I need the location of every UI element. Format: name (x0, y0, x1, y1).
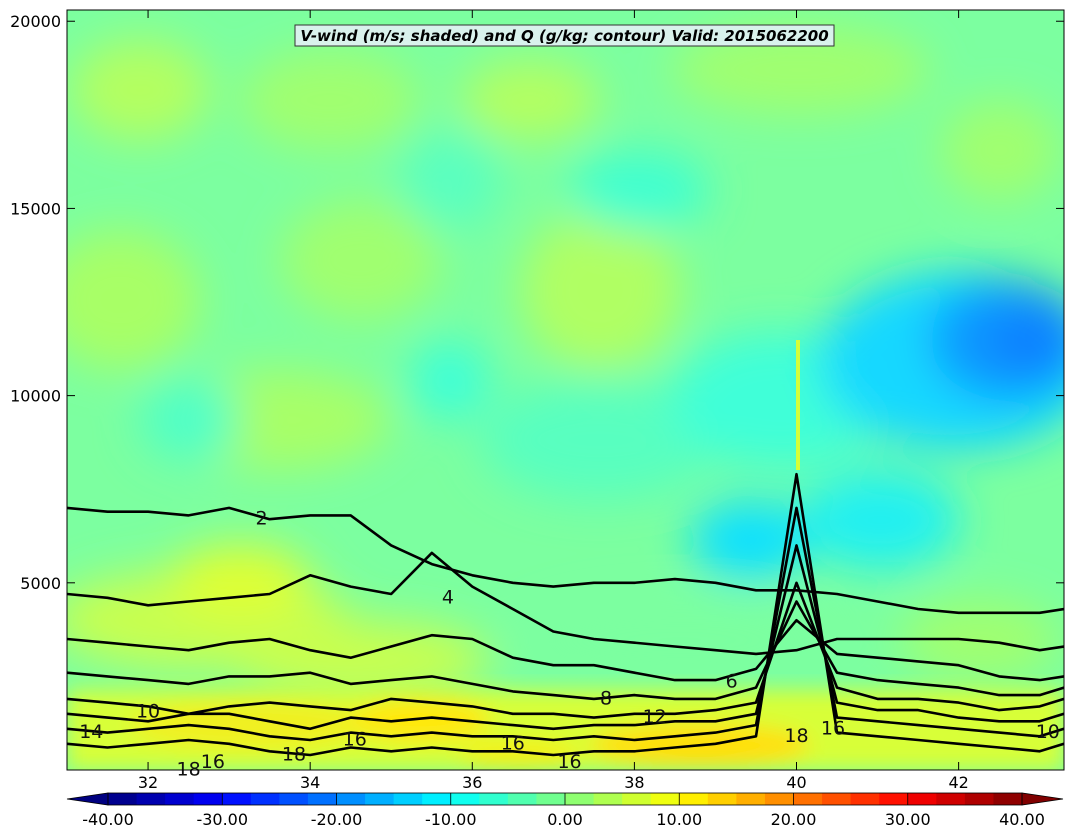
y-tick-label: 5000 (20, 574, 61, 593)
colorbar-segment (964, 793, 994, 805)
contour-label: 12 (643, 706, 667, 728)
y-tick-label: 20000 (10, 12, 61, 31)
colorbar-segment (679, 793, 709, 805)
colorbar-label: -10.00 (425, 810, 477, 829)
colorbar-label: 20.00 (771, 810, 817, 829)
colorbar-segment (479, 793, 509, 805)
colorbar-label: 40.00 (999, 810, 1045, 829)
contour-label: 14 (79, 721, 103, 743)
colorbar-segment (907, 793, 937, 805)
shaded-field (67, 10, 1064, 770)
colorbar-segment (707, 793, 737, 805)
colorbar-extend-min (66, 792, 109, 806)
contour-label: 18 (784, 725, 808, 747)
colorbar-segment (450, 793, 480, 805)
colorbar-segment (650, 793, 680, 805)
colorbar-segment (336, 793, 366, 805)
colorbar-label: -30.00 (196, 810, 248, 829)
colorbar-segment (536, 793, 566, 805)
y-tick-labels: 5000 10000 15000 20000 (10, 12, 61, 593)
y-tick-label: 10000 (10, 387, 61, 406)
colorbar-segment (250, 793, 280, 805)
x-tick-label: 38 (624, 773, 644, 792)
colorbar-segment (222, 793, 252, 805)
contour-line-14 (67, 506, 1064, 742)
colorbar-segment (850, 793, 880, 805)
contour-label: 16 (501, 732, 525, 754)
colorbar-segment (108, 793, 138, 805)
contour-line-6 (67, 618, 1064, 682)
colorbar-segment (622, 793, 652, 805)
contour-lines (67, 472, 1064, 757)
x-tick-label: 32 (138, 773, 158, 792)
contour-label: 8 (600, 687, 612, 709)
colorbar-label: -20.00 (311, 810, 363, 829)
contour-line-16 (67, 472, 1064, 757)
contour-line-2 (67, 506, 1064, 615)
colorbar-extend-max (1021, 792, 1064, 806)
x-tick-label: 40 (786, 773, 806, 792)
contour-label: 6 (726, 671, 738, 693)
colorbar-segment (507, 793, 537, 805)
colorbar-segment (365, 793, 395, 805)
colorbar-segment (764, 793, 794, 805)
x-tick-label: 42 (948, 773, 968, 792)
colorbar-segment (307, 793, 337, 805)
colorbar-segment (165, 793, 195, 805)
colorbar-segment (393, 793, 423, 805)
contour-label: 4 (442, 586, 454, 608)
y-tick-label: 15000 (10, 199, 61, 218)
contour-label: 16 (343, 729, 367, 751)
x-tick-label: 36 (462, 773, 482, 792)
axis-ticks (67, 10, 1064, 770)
chart-title-box: V-wind (m/s; shaded) and Q (g/kg; contou… (294, 24, 835, 47)
contour-line-12 (67, 544, 1064, 731)
colorbar-segment (593, 793, 623, 805)
contour-label: 16 (201, 751, 225, 773)
colorbar-segment (879, 793, 909, 805)
colorbar-segment (993, 793, 1023, 805)
colorbar-labels: -40.00 -30.00 -20.00 -10.00 0.00 10.00 20.00 30… (82, 810, 1045, 829)
colorbar-segment (422, 793, 452, 805)
colorbar-label: 10.00 (656, 810, 702, 829)
contour-label: 10 (136, 700, 160, 722)
contour-label: 16 (821, 717, 845, 739)
contour-label: 2 (255, 508, 267, 530)
colorbar-label: 30.00 (885, 810, 931, 829)
colorbar-label: 0.00 (547, 810, 583, 829)
x-tick-label: 34 (300, 773, 320, 792)
contour-label: 10 (1036, 721, 1060, 743)
colorbar-segment (822, 793, 852, 805)
colorbar-segment (793, 793, 823, 805)
colorbar-segment (279, 793, 309, 805)
x-tick-labels: 32 34 36 38 40 42 (138, 773, 969, 792)
colorbar-segment (193, 793, 223, 805)
colorbar-segment (736, 793, 766, 805)
contour-line-4 (67, 551, 1064, 656)
colorbar-segment (136, 793, 166, 805)
contour-line-10 (67, 581, 1064, 719)
contour-label: 18 (282, 744, 306, 766)
colorbar (66, 792, 1064, 806)
colorbar-label: -40.00 (82, 810, 134, 829)
colorbar-segment (936, 793, 966, 805)
chart-title: V-wind (m/s; shaded) and Q (g/kg; contou… (300, 27, 828, 45)
contour-line-8 (67, 600, 1064, 701)
contour-label: 16 (557, 751, 581, 773)
colorbar-segment (565, 793, 595, 805)
plot-frame (66, 9, 1065, 771)
